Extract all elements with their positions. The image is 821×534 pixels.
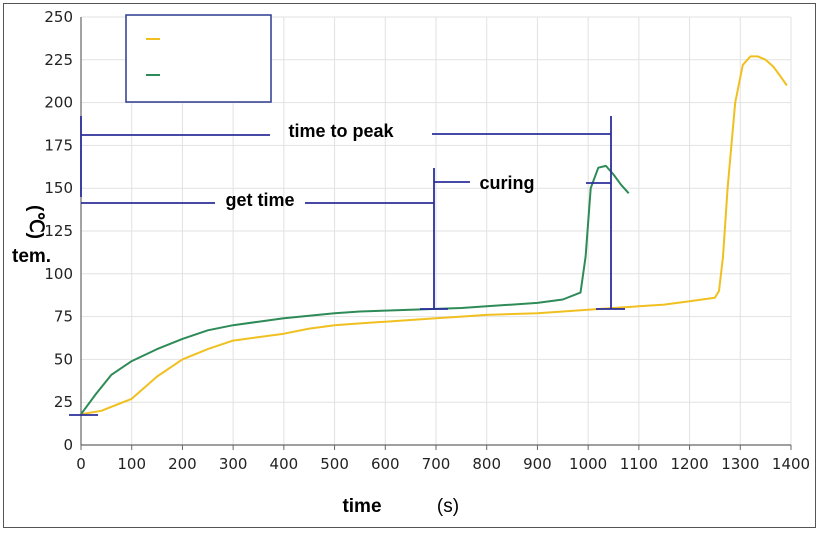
y-tick-label: 125 [44,222,73,240]
y-tick-label: 175 [44,136,73,154]
x-axis-unit: (s) [437,496,459,517]
annotation-curing: curing [479,173,534,193]
x-tick-label: 500 [320,455,349,473]
y-axis-label: tem. [12,246,51,267]
x-tick-label: 900 [523,455,552,473]
series-line-green [80,164,630,415]
y-tick-label: 250 [44,8,73,26]
axes [80,17,792,450]
x-tick-label: 1300 [721,455,759,473]
x-tick-label: 1200 [670,455,708,473]
y-tick-label: 150 [44,179,73,197]
y-tick-label: 0 [63,436,73,454]
x-tick-label: 1400 [772,455,810,473]
x-tick-label: 1000 [569,455,607,473]
y-tick-label: 75 [54,308,73,326]
y-axis-unit: (℃) [25,205,46,239]
annotation-get-time: get time [225,190,294,210]
y-tick-label: 50 [54,350,73,368]
x-tick-label: 1100 [620,455,658,473]
x-tick-label: 300 [219,455,248,473]
y-tick-label: 25 [54,393,73,411]
y-tick-label: 100 [44,265,73,283]
x-tick-label: 200 [168,455,197,473]
annotation-time-to-peak: time to peak [288,121,394,141]
x-tick-label: 700 [422,455,451,473]
x-tick-label: 600 [371,455,400,473]
x-tick-label: 0 [76,455,86,473]
series-group [80,55,788,416]
legend-box [125,14,272,103]
annotation-brackets [69,116,625,416]
y-tick-label: 200 [44,94,73,112]
series-line-yellow [80,55,788,416]
x-tick-label: 100 [117,455,146,473]
chart-frame [3,3,816,528]
x-axis-label: time [342,496,381,517]
y-tick-labels: 0 25 50 75 100 125 150 175 200 225 250 [44,8,73,454]
x-tick-label: 400 [270,455,299,473]
y-tick-label: 225 [44,51,73,69]
x-tick-label: 800 [472,455,501,473]
x-tick-labels: 0 100 200 300 400 500 600 700 800 900 1000 1100 1200… [76,455,810,473]
